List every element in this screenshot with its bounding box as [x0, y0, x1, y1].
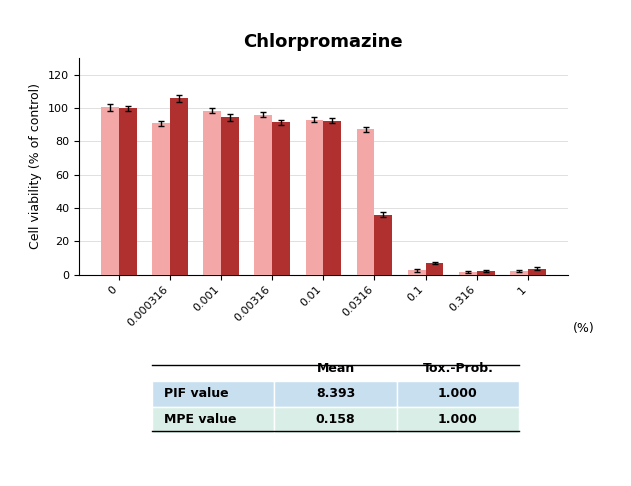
Bar: [170, 98, 188, 275]
Bar: [476, 271, 495, 275]
Bar: [203, 111, 221, 275]
Bar: [459, 272, 476, 275]
Y-axis label: Cell viability (% of control): Cell viability (% of control): [30, 84, 42, 249]
Title: Chlorpromazine: Chlorpromazine: [244, 33, 403, 51]
Bar: [101, 107, 119, 275]
Text: (%): (%): [573, 322, 594, 335]
Bar: [152, 123, 170, 275]
Bar: [273, 122, 290, 275]
Bar: [528, 269, 546, 275]
Bar: [357, 129, 374, 275]
Bar: [254, 115, 273, 275]
Bar: [323, 121, 341, 275]
Bar: [305, 120, 323, 275]
Bar: [510, 271, 528, 275]
Bar: [374, 215, 392, 275]
Bar: [425, 263, 444, 275]
Bar: [119, 108, 137, 275]
Bar: [408, 270, 425, 275]
Bar: [221, 118, 239, 275]
